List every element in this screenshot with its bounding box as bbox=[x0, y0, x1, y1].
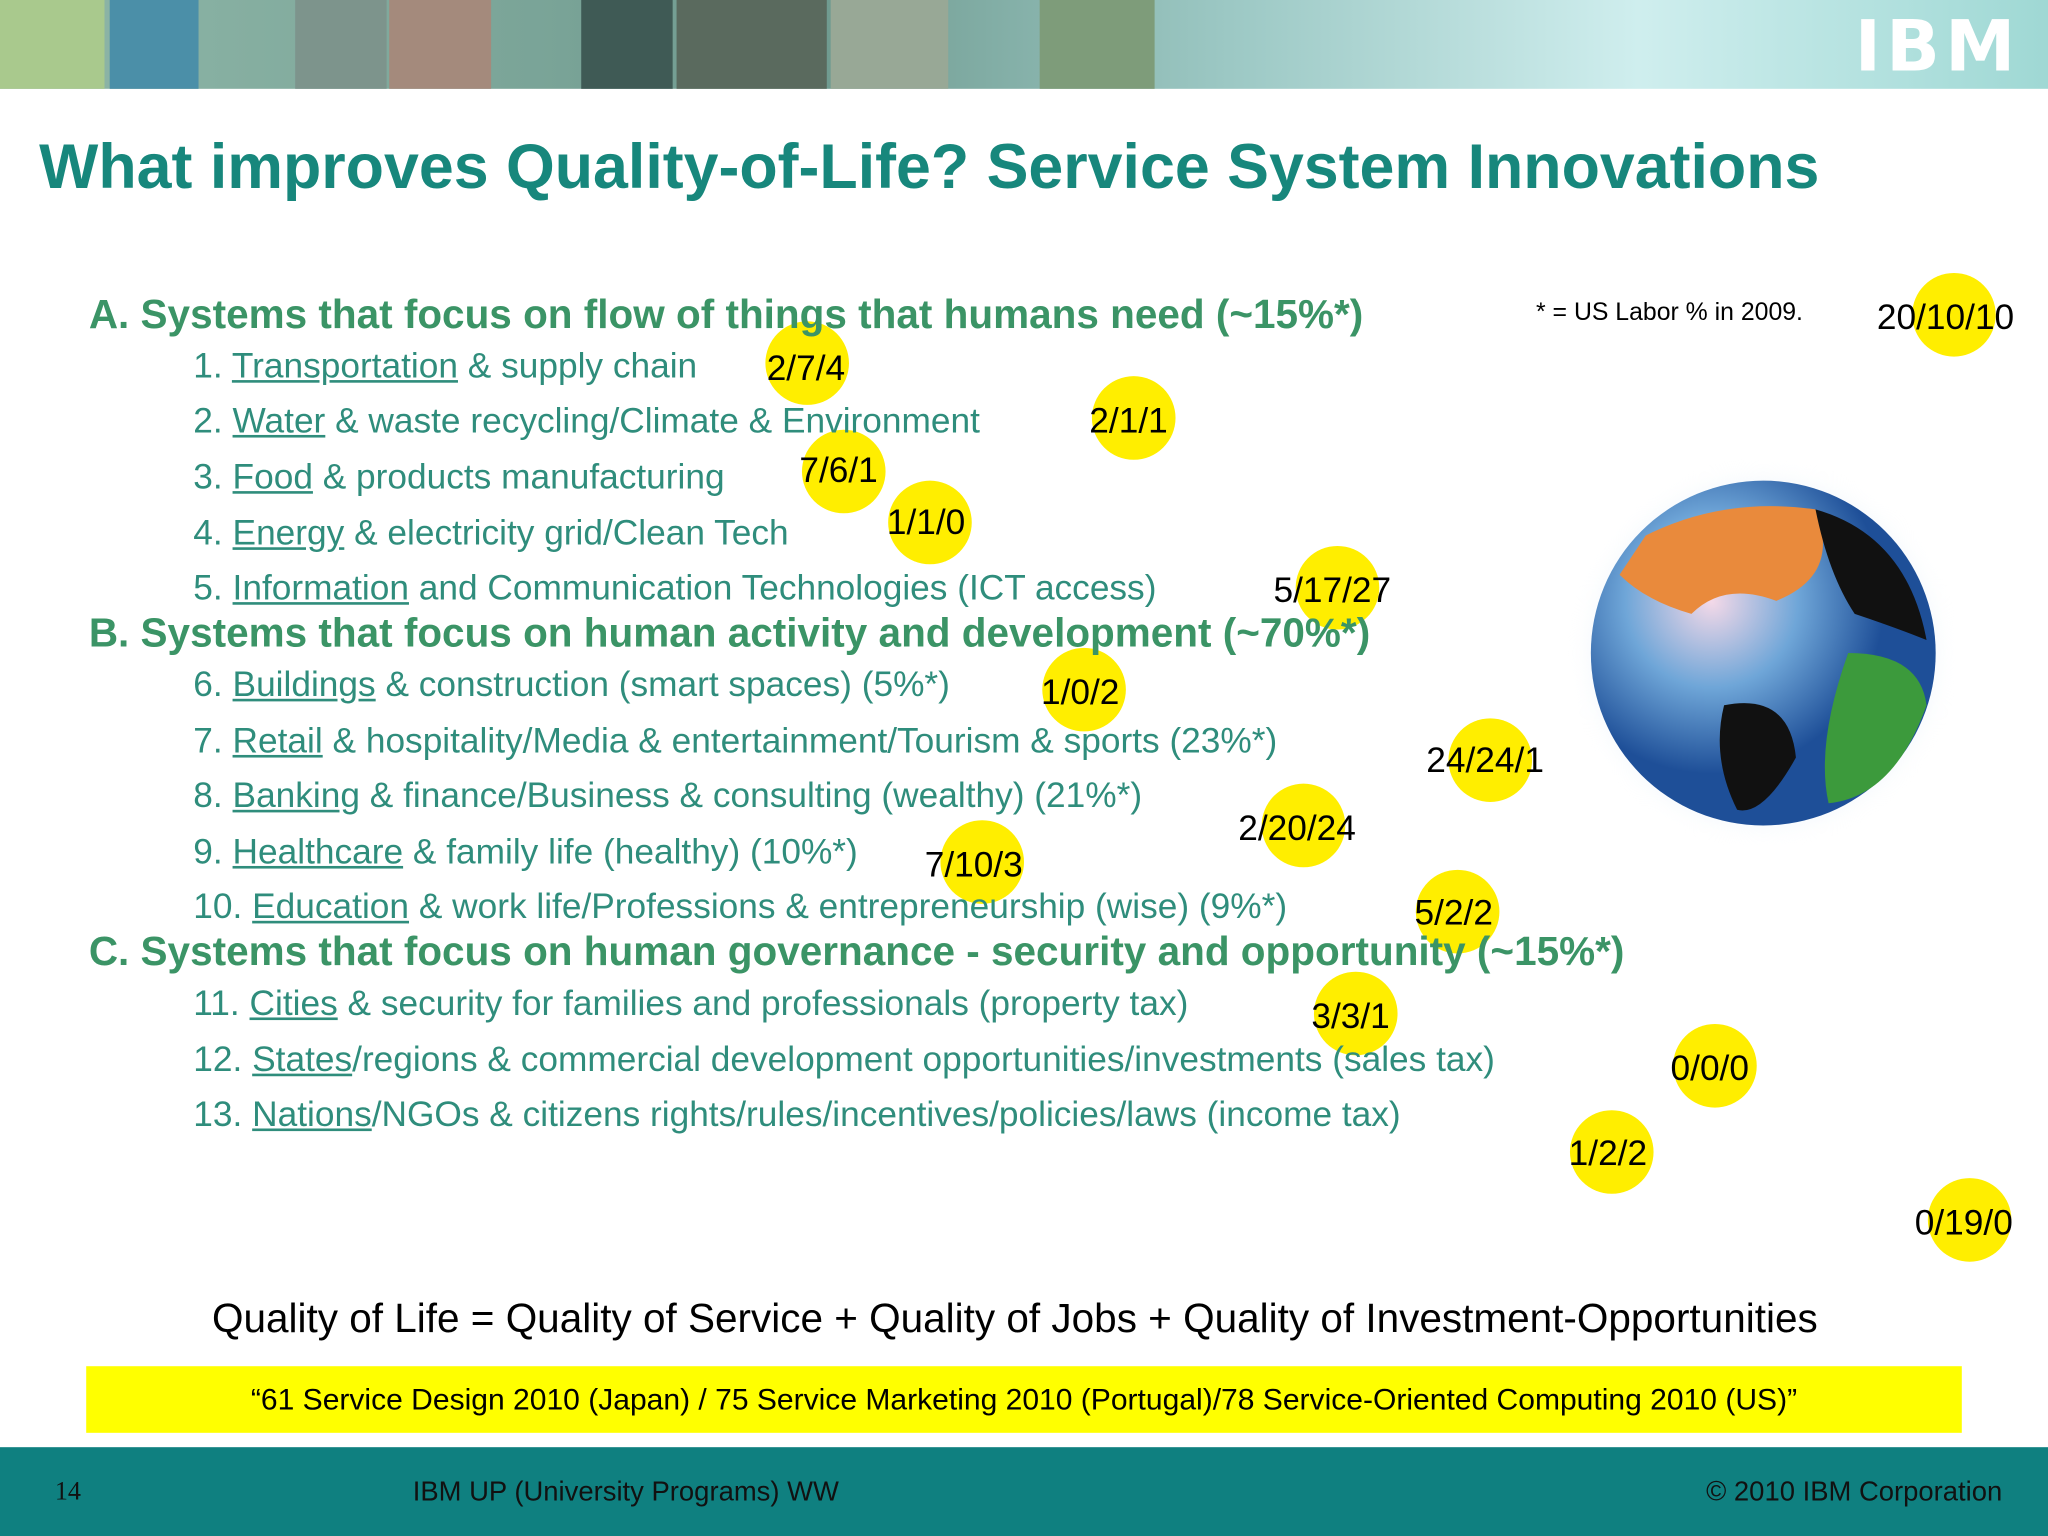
badge-circle bbox=[801, 429, 886, 514]
section-heading: C. Systems that focus on human governanc… bbox=[88, 928, 1625, 975]
badge-circle bbox=[1042, 647, 1126, 732]
item-link: Energy bbox=[232, 513, 345, 553]
list-item: 5. Information and Communication Technol… bbox=[193, 567, 1156, 609]
badge-circle bbox=[1313, 971, 1398, 1056]
item-link: Retail bbox=[232, 720, 323, 761]
badge-label: 2/20/24 bbox=[1238, 808, 1356, 848]
item-text: /regions & commercial development opport… bbox=[352, 1039, 1495, 1079]
item-link: Transportation bbox=[231, 346, 458, 386]
banner-box bbox=[86, 1366, 1962, 1433]
item-number: 9. bbox=[193, 831, 223, 872]
item-number: 1. bbox=[193, 346, 223, 386]
badge-circle bbox=[1912, 272, 1996, 357]
badge-label: 5/17/27 bbox=[1273, 570, 1392, 610]
item-link: Food bbox=[232, 457, 313, 497]
badge-circle bbox=[1569, 1110, 1654, 1194]
slide-title: What improves Quality-of-Life? Service S… bbox=[39, 133, 1820, 203]
badge-label: 5/2/2 bbox=[1414, 893, 1493, 933]
item-text: & finance/Business & consulting (wealthy… bbox=[359, 775, 1143, 816]
item-text: & work life/Professions & entrepreneursh… bbox=[409, 886, 1288, 927]
item-number: 8. bbox=[193, 775, 223, 816]
item-text: and Communication Technologies (ICT acce… bbox=[408, 568, 1157, 608]
globe bbox=[1567, 457, 1960, 849]
badge-circle bbox=[1927, 1178, 2012, 1262]
item-number: 3. bbox=[193, 457, 223, 497]
item-link: Healthcare bbox=[232, 831, 404, 872]
formula: Quality of Life = Quality of Service + Q… bbox=[211, 1295, 1818, 1342]
section-heading: A. Systems that focus on flow of things … bbox=[88, 291, 1364, 337]
list-item: 9. Healthcare & family life (healthy) (1… bbox=[193, 831, 857, 873]
item-number: 10. bbox=[193, 886, 243, 927]
item-number: 13. bbox=[193, 1094, 243, 1134]
badge-label: 0/0/0 bbox=[1670, 1048, 1749, 1088]
item-number: 11. bbox=[193, 983, 240, 1023]
item-link: Cities bbox=[249, 983, 338, 1023]
badge-label: 7/6/1 bbox=[799, 450, 878, 490]
badge-label: 1/2/2 bbox=[1568, 1133, 1648, 1173]
badge-circle bbox=[1415, 869, 1500, 954]
list-item: 11. Cities & security for families and p… bbox=[193, 982, 1188, 1024]
footer-bar bbox=[0, 1447, 2048, 1536]
badge-label: 1/0/2 bbox=[1040, 672, 1120, 712]
section-heading: B. Systems that focus on human activity … bbox=[88, 609, 1371, 656]
badge-circle bbox=[888, 480, 972, 565]
item-text: & construction (smart spaces) (5%*) bbox=[375, 664, 950, 704]
item-link: Banking bbox=[232, 775, 360, 816]
item-link: Education bbox=[252, 886, 410, 927]
badge-circle bbox=[1673, 1023, 1757, 1108]
item-link: Buildings bbox=[232, 664, 376, 704]
banner-text: “61 Service Design 2010 (Japan) / 75 Ser… bbox=[250, 1381, 1798, 1416]
ibm-logo: IBM bbox=[1854, 5, 2021, 88]
badge-label: 2/7/4 bbox=[766, 348, 846, 388]
badge-circle bbox=[1448, 718, 1533, 802]
list-item: 6. Buildings & construction (smart space… bbox=[193, 664, 950, 706]
item-number: 12. bbox=[193, 1039, 243, 1079]
item-number: 5. bbox=[193, 568, 223, 608]
item-number: 4. bbox=[193, 513, 223, 553]
item-text: & electricity grid/Clean Tech bbox=[344, 513, 789, 553]
list-item: 10. Education & work life/Professions & … bbox=[193, 886, 1287, 928]
item-text: & security for families and professional… bbox=[337, 983, 1189, 1023]
badge-label: 2/1/1 bbox=[1089, 400, 1168, 441]
item-link: Information bbox=[232, 568, 409, 608]
header-banner bbox=[0, 0, 2048, 89]
item-text: /NGOs & citizens rights/rules/incentives… bbox=[371, 1094, 1401, 1134]
list-item: 2. Water & waste recycling/Climate & Env… bbox=[193, 400, 980, 442]
item-text: & products manufacturing bbox=[312, 457, 725, 497]
badge-label: 24/24/1 bbox=[1426, 740, 1544, 780]
list-item: 13. Nations/NGOs & citizens rights/rules… bbox=[193, 1093, 1400, 1135]
list-item: 8. Banking & finance/Business & consulti… bbox=[193, 775, 1142, 817]
item-text: & family life (healthy) (10%*) bbox=[403, 831, 858, 872]
item-link: States bbox=[252, 1039, 353, 1079]
list-item: 7. Retail & hospitality/Media & entertai… bbox=[193, 720, 1277, 762]
item-link: Nations bbox=[252, 1094, 372, 1134]
list-item: 12. States/regions & commercial developm… bbox=[193, 1038, 1495, 1080]
badge-label: 1/1/0 bbox=[886, 502, 966, 543]
labor-note: * = US Labor % in 2009. bbox=[1535, 299, 1803, 327]
item-number: 6. bbox=[193, 664, 223, 704]
badge-label: 0/19/0 bbox=[1914, 1202, 2013, 1243]
badge-label: 7/10/3 bbox=[924, 845, 1023, 885]
copyright: © 2010 IBM Corporation bbox=[1706, 1477, 2003, 1508]
item-text: & waste recycling/Climate & Environment bbox=[325, 400, 980, 441]
item-text: & supply chain bbox=[457, 346, 698, 386]
badge-circle bbox=[1091, 376, 1176, 460]
item-number: 7. bbox=[193, 720, 223, 761]
badge-circle bbox=[940, 820, 1024, 904]
list-item: 1. Transportation & supply chain bbox=[193, 345, 697, 387]
list-item: 4. Energy & electricity grid/Clean Tech bbox=[193, 512, 788, 554]
badge-circle bbox=[1261, 783, 1346, 868]
list-item: 3. Food & products manufacturing bbox=[193, 456, 724, 498]
badge-circle bbox=[765, 321, 849, 405]
badge-label: 3/3/1 bbox=[1311, 996, 1390, 1036]
badge-label: 20/10/10 bbox=[1876, 297, 2015, 337]
footer-center: IBM UP (University Programs) WW bbox=[412, 1477, 839, 1508]
badge-circle bbox=[1295, 545, 1380, 630]
item-number: 2. bbox=[193, 400, 223, 441]
item-text: & hospitality/Media & entertainment/Tour… bbox=[322, 720, 1278, 761]
page-number: 14 bbox=[54, 1477, 81, 1506]
item-link: Water bbox=[232, 400, 326, 441]
